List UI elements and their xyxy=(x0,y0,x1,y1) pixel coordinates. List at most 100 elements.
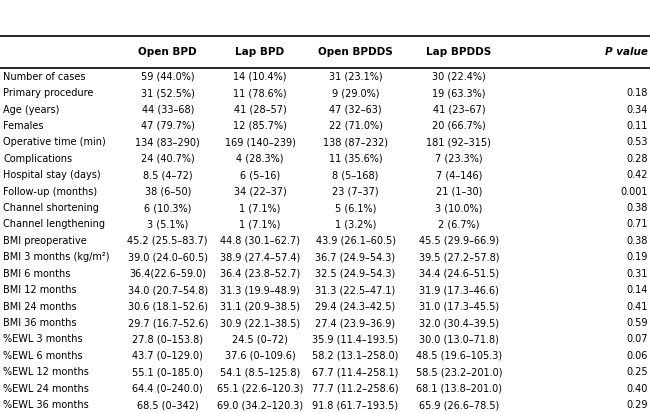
Text: 38 (6–50): 38 (6–50) xyxy=(144,187,191,197)
Text: 67.7 (11.4–258.1): 67.7 (11.4–258.1) xyxy=(313,367,398,377)
Text: 0.59: 0.59 xyxy=(627,318,648,328)
Text: Hospital stay (days): Hospital stay (days) xyxy=(3,170,101,180)
Text: 9 (29.0%): 9 (29.0%) xyxy=(332,88,380,98)
Text: 11 (78.6%): 11 (78.6%) xyxy=(233,88,287,98)
Text: Source: Ann Surg © 2004 Lippincott Williams & Wilkins: Source: Ann Surg © 2004 Lippincott Willi… xyxy=(394,397,644,406)
Text: 34.0 (20.7–54.8): 34.0 (20.7–54.8) xyxy=(127,285,208,295)
Text: Follow-up (months): Follow-up (months) xyxy=(3,187,98,197)
Text: 3 (10.0%): 3 (10.0%) xyxy=(436,203,482,213)
Text: 181 (92–315): 181 (92–315) xyxy=(426,138,491,147)
Text: 0.53: 0.53 xyxy=(627,138,648,147)
Text: P value: P value xyxy=(605,47,648,57)
Text: Complications: Complications xyxy=(3,154,72,164)
Text: 30.6 (18.1–52.6): 30.6 (18.1–52.6) xyxy=(127,301,208,311)
Text: 0.001: 0.001 xyxy=(621,187,648,197)
Text: 7 (4–146): 7 (4–146) xyxy=(436,170,482,180)
Text: %EWL 12 months: %EWL 12 months xyxy=(3,367,89,377)
Text: 34 (22–37): 34 (22–37) xyxy=(233,187,287,197)
Text: Channel lengthening: Channel lengthening xyxy=(3,219,105,230)
Text: 43.9 (26.1–60.5): 43.9 (26.1–60.5) xyxy=(315,236,396,246)
Text: Age (years): Age (years) xyxy=(3,104,60,114)
Text: 64.4 (0–240.0): 64.4 (0–240.0) xyxy=(133,384,203,394)
Text: 36.7 (24.9–54.3): 36.7 (24.9–54.3) xyxy=(315,252,396,262)
Text: 0.38: 0.38 xyxy=(627,203,648,213)
Text: 36.4(22.6–59.0): 36.4(22.6–59.0) xyxy=(129,269,206,279)
Text: 169 (140–239): 169 (140–239) xyxy=(224,138,296,147)
Text: 91.8 (61.7–193.5): 91.8 (61.7–193.5) xyxy=(313,400,398,410)
Text: 0.31: 0.31 xyxy=(627,269,648,279)
Text: 58.5 (23.2–201.0): 58.5 (23.2–201.0) xyxy=(415,367,502,377)
Text: 31.3 (22.5–47.1): 31.3 (22.5–47.1) xyxy=(315,285,396,295)
Text: 24 (40.7%): 24 (40.7%) xyxy=(141,154,194,164)
Text: 3 (5.1%): 3 (5.1%) xyxy=(147,219,188,230)
Text: 0.41: 0.41 xyxy=(627,301,648,311)
Text: 59 (44.0%): 59 (44.0%) xyxy=(141,72,194,82)
Text: 30.0 (13.0–71.8): 30.0 (13.0–71.8) xyxy=(419,335,499,344)
Text: 65.1 (22.6–120.3): 65.1 (22.6–120.3) xyxy=(217,384,303,394)
Text: BMI preoperative: BMI preoperative xyxy=(3,236,87,246)
Text: 20 (66.7%): 20 (66.7%) xyxy=(432,121,486,131)
Text: 0.06: 0.06 xyxy=(627,351,648,361)
Text: 44 (33–68): 44 (33–68) xyxy=(142,104,194,114)
Text: 32.5 (24.9–54.3): 32.5 (24.9–54.3) xyxy=(315,269,396,279)
Text: 134 (83–290): 134 (83–290) xyxy=(135,138,200,147)
Text: 0.29: 0.29 xyxy=(627,400,648,410)
Text: Females: Females xyxy=(3,121,44,131)
Text: 43.7 (0–129.0): 43.7 (0–129.0) xyxy=(132,351,203,361)
Text: BMI 3 months (kg/m²): BMI 3 months (kg/m²) xyxy=(3,252,110,262)
Text: 30.9 (22.1–38.5): 30.9 (22.1–38.5) xyxy=(220,318,300,328)
Text: 27.8 (0–153.8): 27.8 (0–153.8) xyxy=(132,335,203,344)
Text: 31 (52.5%): 31 (52.5%) xyxy=(141,88,194,98)
Text: 0.07: 0.07 xyxy=(627,335,648,344)
Text: 39.0 (24.0–60.5): 39.0 (24.0–60.5) xyxy=(127,252,208,262)
Text: 45.5 (29.9–66.9): 45.5 (29.9–66.9) xyxy=(419,236,499,246)
Text: 0.28: 0.28 xyxy=(627,154,648,164)
Text: 7 (23.3%): 7 (23.3%) xyxy=(435,154,483,164)
Text: 31.1 (20.9–38.5): 31.1 (20.9–38.5) xyxy=(220,301,300,311)
Text: 6 (10.3%): 6 (10.3%) xyxy=(144,203,191,213)
Text: 36.4 (23.8–52.7): 36.4 (23.8–52.7) xyxy=(220,269,300,279)
Text: 65.9 (26.6–78.5): 65.9 (26.6–78.5) xyxy=(419,400,499,410)
Text: Lap BPD: Lap BPD xyxy=(235,47,285,57)
Text: 31.3 (19.9–48.9): 31.3 (19.9–48.9) xyxy=(220,285,300,295)
Text: 12 (85.7%): 12 (85.7%) xyxy=(233,121,287,131)
Text: 35.9 (11.4–193.5): 35.9 (11.4–193.5) xyxy=(313,335,398,344)
Text: 68.1 (13.8–201.0): 68.1 (13.8–201.0) xyxy=(416,384,502,394)
Text: 48.5 (19.6–105.3): 48.5 (19.6–105.3) xyxy=(416,351,502,361)
Text: 37.6 (0–109.6): 37.6 (0–109.6) xyxy=(225,351,295,361)
Text: 68.5 (0–342): 68.5 (0–342) xyxy=(137,400,199,410)
Text: 4 (28.3%): 4 (28.3%) xyxy=(236,154,284,164)
Text: BMI 24 months: BMI 24 months xyxy=(3,301,77,311)
Text: 0.42: 0.42 xyxy=(627,170,648,180)
Text: 31.9 (17.3–46.6): 31.9 (17.3–46.6) xyxy=(419,285,499,295)
Text: 0.71: 0.71 xyxy=(627,219,648,230)
Text: %EWL 36 months: %EWL 36 months xyxy=(3,400,89,410)
Text: 31 (23.1%): 31 (23.1%) xyxy=(329,72,382,82)
Text: 11 (35.6%): 11 (35.6%) xyxy=(329,154,382,164)
Text: BMI 6 months: BMI 6 months xyxy=(3,269,71,279)
Text: Medscape®: Medscape® xyxy=(8,7,90,21)
Text: Channel shortening: Channel shortening xyxy=(3,203,99,213)
Text: 2 (6.7%): 2 (6.7%) xyxy=(438,219,480,230)
Text: 34.4 (24.6–51.5): 34.4 (24.6–51.5) xyxy=(419,269,499,279)
Text: 44.8 (30.1–62.7): 44.8 (30.1–62.7) xyxy=(220,236,300,246)
Text: 23 (7–37): 23 (7–37) xyxy=(332,187,379,197)
Text: 38.9 (27.4–57.4): 38.9 (27.4–57.4) xyxy=(220,252,300,262)
Text: Open BPD: Open BPD xyxy=(138,47,197,57)
Text: 21 (1–30): 21 (1–30) xyxy=(436,187,482,197)
Text: %EWL 6 months: %EWL 6 months xyxy=(3,351,83,361)
Text: Operative time (min): Operative time (min) xyxy=(3,138,106,147)
Text: 55.1 (0–185.0): 55.1 (0–185.0) xyxy=(132,367,203,377)
Text: Lap BPDDS: Lap BPDDS xyxy=(426,47,491,57)
Text: 29.4 (24.3–42.5): 29.4 (24.3–42.5) xyxy=(315,301,396,311)
Text: 1 (7.1%): 1 (7.1%) xyxy=(239,203,281,213)
Text: Number of cases: Number of cases xyxy=(3,72,86,82)
Text: 77.7 (11.2–258.6): 77.7 (11.2–258.6) xyxy=(312,384,399,394)
Text: 8 (5–168): 8 (5–168) xyxy=(332,170,379,180)
Text: 8.5 (4–72): 8.5 (4–72) xyxy=(143,170,192,180)
Text: 6 (5–16): 6 (5–16) xyxy=(240,170,280,180)
Text: 14 (10.4%): 14 (10.4%) xyxy=(233,72,287,82)
Text: 58.2 (13.1–258.0): 58.2 (13.1–258.0) xyxy=(313,351,398,361)
Text: 0.25: 0.25 xyxy=(627,367,648,377)
Text: 0.18: 0.18 xyxy=(627,88,648,98)
